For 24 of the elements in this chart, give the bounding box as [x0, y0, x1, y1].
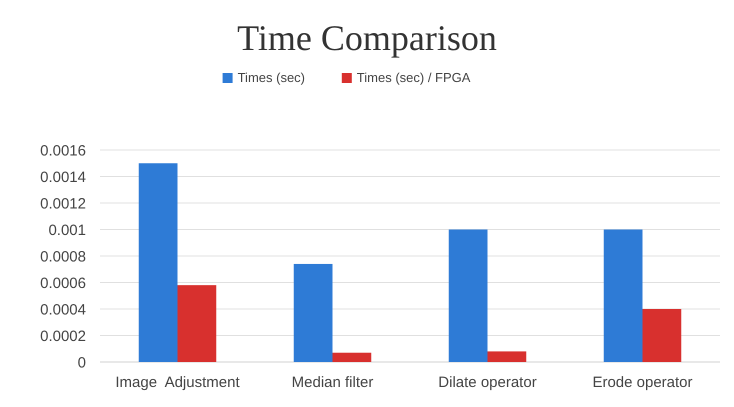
- y-tick-label: 0.0012: [40, 195, 86, 212]
- bar: [138, 163, 178, 362]
- y-tick-label: 0.0004: [40, 301, 86, 318]
- x-tick-label: Dilate operator: [438, 374, 537, 391]
- y-tick-label: 0.0014: [40, 168, 86, 186]
- bar: [294, 264, 332, 362]
- x-tick-label: Median filter: [292, 374, 374, 391]
- y-tick-label: 0.0016: [40, 142, 86, 160]
- bar: [178, 285, 216, 362]
- y-tick-label: 0.0008: [40, 248, 86, 266]
- y-tick-label: 0: [78, 354, 86, 372]
- bar: [448, 230, 488, 362]
- bar: [488, 351, 526, 362]
- x-tick-label: Erode operator: [592, 374, 693, 391]
- x-tick-label: Image Adjustment: [115, 374, 240, 391]
- y-tick-label: 0.0002: [40, 328, 86, 345]
- y-tick-label: 0.001: [48, 222, 86, 239]
- chart-title: Time Comparison: [237, 18, 497, 58]
- bar: [642, 309, 682, 362]
- legend-label: Times (sec): [238, 70, 306, 85]
- bar: [604, 230, 642, 362]
- bar: [332, 352, 372, 362]
- y-tick-label: 0.0006: [40, 274, 86, 292]
- legend-label: Times (sec) / FPGA: [356, 70, 471, 85]
